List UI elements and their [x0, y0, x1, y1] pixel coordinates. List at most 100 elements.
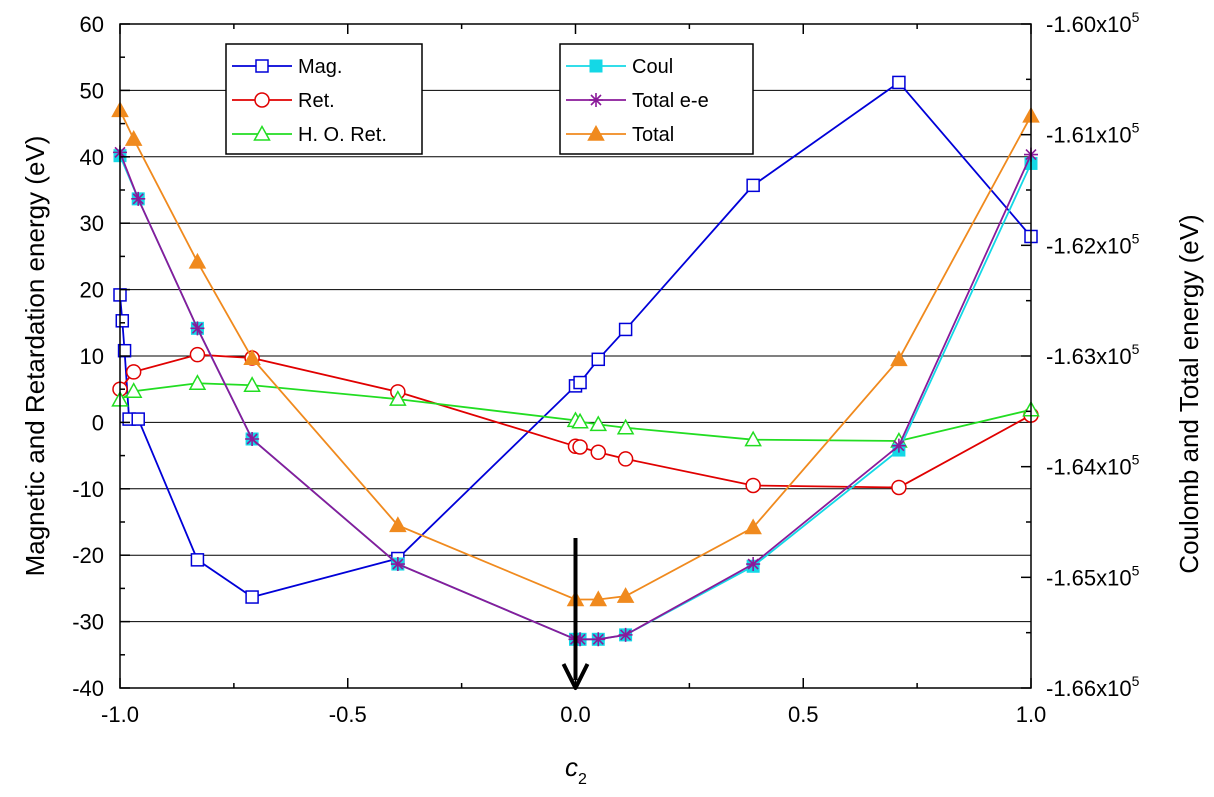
y-right-tick-label: -1.65x105: [1046, 562, 1140, 590]
data-point: [245, 432, 260, 446]
data-point: [125, 364, 142, 380]
tick-label-exponent: 5: [1132, 673, 1140, 689]
tick-label-base: -1.64x10: [1046, 455, 1132, 480]
data-point: [618, 322, 633, 337]
data-point: [189, 346, 206, 363]
data-point: [746, 178, 760, 193]
y-right-tick-label: -1.63x105: [1046, 341, 1140, 369]
data-point: [891, 479, 907, 496]
data-point: [591, 352, 606, 367]
x-axis-title-subscript: 2: [578, 771, 587, 788]
y-left-tick-label: 50: [80, 78, 104, 103]
legend-item: Coul: [566, 56, 673, 78]
legend-layer: Mag. Ret. H. O. Ret. Coul Total e-e Total: [225, 43, 754, 155]
tick-label-exponent: 5: [1132, 562, 1140, 578]
y-left-tick-label: -30: [72, 610, 104, 635]
legend-label: H. O. Ret.: [298, 124, 387, 146]
data-point: [243, 376, 261, 392]
y-left-tick-label: 20: [80, 278, 104, 303]
legend-marker: [254, 92, 270, 108]
data-point: [618, 627, 633, 642]
legend-marker: [589, 93, 603, 107]
data-point: [571, 412, 589, 429]
data-point: [245, 590, 259, 604]
data-point: [190, 553, 205, 567]
tick-label-exponent: 5: [1132, 341, 1140, 357]
data-point: [616, 418, 635, 435]
x-axis-title: c2: [565, 752, 587, 788]
data-point: [389, 390, 407, 406]
data-point: [589, 590, 608, 607]
legend-marker: [253, 124, 271, 141]
data-point: [243, 349, 261, 365]
tick-label-base: -1.66x10: [1046, 676, 1132, 701]
x-tick-label: -0.5: [329, 702, 367, 727]
legend-item: Total: [566, 124, 674, 146]
axes-layer: -1.0 -0.5 0.0 0.5 1.0 -40 -30 -20 -10 0 10 20 30 40 50…: [72, 9, 1139, 727]
legend-item: Total e-e: [566, 90, 709, 112]
series-line: [119, 81, 1032, 599]
x-axis-title-main: c: [565, 752, 578, 782]
x-tick-label: 1.0: [1016, 702, 1047, 727]
legend-item: Mag.: [232, 56, 342, 78]
data-point: [616, 587, 635, 603]
data-point: [746, 557, 761, 572]
legend-label: Total: [632, 124, 674, 146]
y-right-tick-label: -1.60x105: [1046, 9, 1140, 37]
legend-marker: [587, 124, 605, 141]
series-mag: [113, 75, 1038, 604]
y-right-tick-label: -1.64x105: [1046, 452, 1140, 480]
y-left-tick-label: -20: [72, 543, 104, 568]
annotation-arrow-head: [561, 663, 590, 690]
x-tick-label: 0.0: [560, 702, 591, 727]
tick-label-base: -1.63x10: [1046, 344, 1132, 369]
data-point: [589, 415, 608, 432]
data-point: [131, 191, 146, 206]
data-point: [124, 382, 143, 398]
y-left-tick-label: 40: [80, 145, 104, 170]
y-left-tick-label: 0: [92, 410, 104, 435]
tick-label-exponent: 5: [1132, 9, 1140, 25]
tick-label-base: -1.61x10: [1046, 123, 1132, 148]
y-axis-right-title: Coulomb and Total energy (eV): [1174, 214, 1204, 573]
data-point: [890, 350, 908, 367]
data-point: [744, 430, 762, 447]
data-point: [131, 412, 145, 426]
series-total: [111, 101, 1040, 607]
legend-label: Coul: [632, 56, 673, 78]
y-left-tick-label: 10: [80, 344, 104, 369]
y-right-tick-label: -1.62x105: [1046, 230, 1140, 258]
data-point: [124, 130, 143, 146]
tick-label-base: -1.62x10: [1046, 233, 1132, 258]
data-point: [573, 632, 588, 647]
tick-label-base: -1.65x10: [1046, 565, 1132, 590]
x-tick-label: -1.0: [101, 702, 139, 727]
legend-marker: [255, 59, 269, 73]
data-point: [190, 321, 205, 336]
y-left-tick-label: -40: [72, 676, 104, 701]
data-point: [891, 438, 906, 453]
tick-label-base: -1.60x10: [1046, 12, 1132, 37]
x-tick-label: 0.5: [788, 702, 819, 727]
y-left-tick-label: -10: [72, 477, 104, 502]
data-point: [188, 252, 207, 269]
data-point: [590, 444, 607, 461]
data-point: [572, 439, 588, 455]
legend-label: Mag.: [298, 56, 342, 78]
data-point: [892, 75, 906, 90]
data-point: [745, 477, 761, 494]
annotation-layer: [561, 538, 590, 690]
data-point: [591, 632, 606, 647]
data-point: [744, 518, 762, 535]
y-axis-left-title: Magnetic and Retardation energy (eV): [20, 136, 50, 577]
data-point: [573, 375, 587, 390]
tick-label-exponent: 5: [1132, 120, 1140, 136]
data-point: [115, 314, 130, 328]
y-left-tick-label: 60: [80, 12, 104, 37]
legend-item: Ret.: [232, 90, 335, 112]
tick-label-exponent: 5: [1132, 230, 1140, 246]
legend-item: H. O. Ret.: [232, 124, 387, 146]
data-point: [188, 374, 207, 390]
y-right-tick-label: -1.61x105: [1046, 120, 1140, 148]
